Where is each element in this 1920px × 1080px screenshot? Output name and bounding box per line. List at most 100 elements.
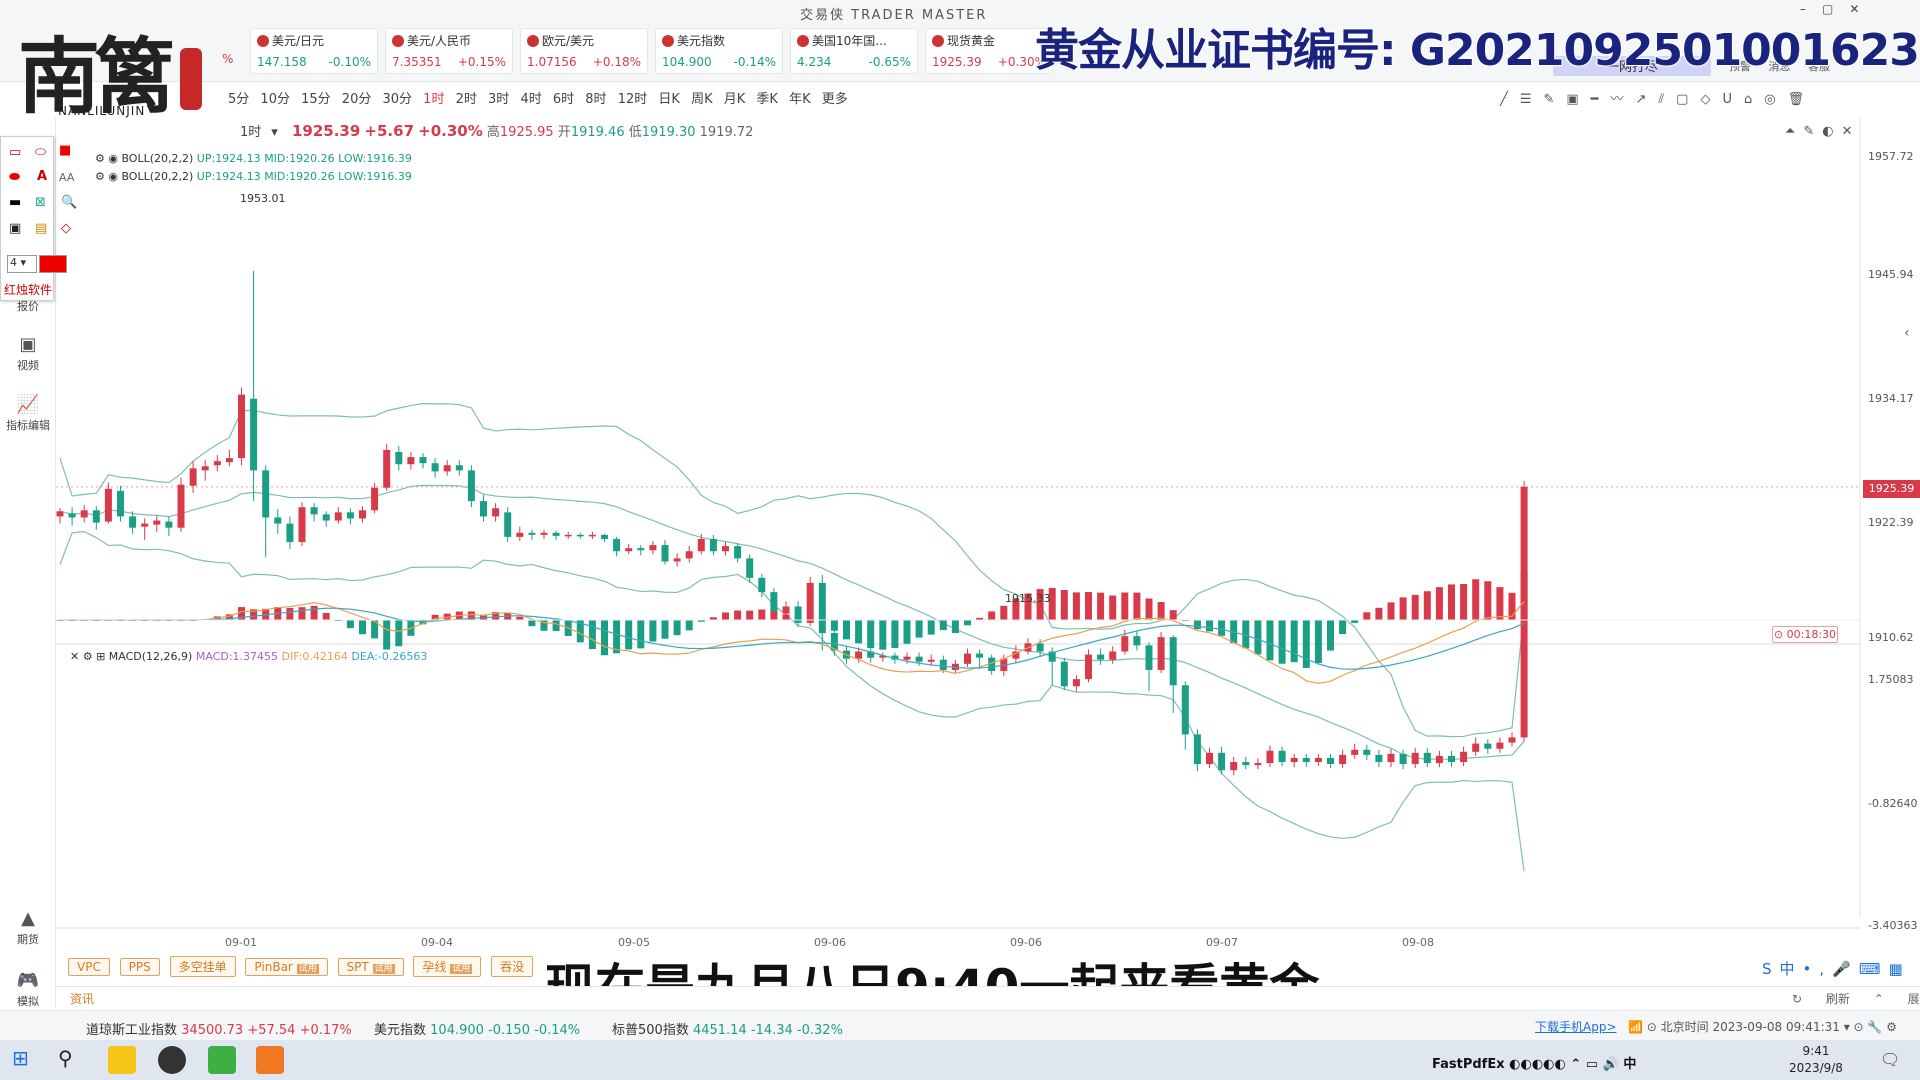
line-size-select[interactable]: 4 ▾ bbox=[7, 255, 37, 273]
logo-overlay: 南篱 NANLILUNJIN bbox=[10, 10, 220, 135]
quote-price: 1925.39 bbox=[932, 55, 982, 69]
alert-button[interactable]: 预警 bbox=[1729, 60, 1751, 73]
period-1[interactable]: 10分 bbox=[260, 92, 290, 107]
sidebar-item-sim[interactable]: 🎮 模拟 bbox=[0, 970, 56, 1009]
sidebar-item-indicator[interactable]: 📈 指标编辑 bbox=[0, 394, 56, 433]
news-tab[interactable]: 资讯 bbox=[70, 992, 95, 1006]
candle-body bbox=[758, 577, 766, 593]
period-3[interactable]: 20分 bbox=[341, 92, 372, 107]
quote-name: 美元/人民币 bbox=[392, 32, 506, 49]
color-select[interactable] bbox=[39, 255, 67, 273]
quote-card[interactable]: 美元/日元 147.158 -0.10% bbox=[250, 28, 378, 74]
ticker-item[interactable]: 标普500指数 4451.14 -14.34 -0.32% bbox=[612, 1019, 843, 1038]
tag-engulf[interactable]: 吞没 bbox=[491, 956, 534, 977]
window-controls[interactable]: –▢✕ bbox=[1800, 2, 1876, 16]
period-2[interactable]: 15分 bbox=[301, 92, 331, 107]
sidebar-item-quote[interactable]: 报价 bbox=[0, 298, 56, 314]
macd-bar bbox=[1060, 589, 1068, 620]
quote-card[interactable]: 欧元/美元 1.07156 +0.18% bbox=[520, 28, 648, 74]
price-chart[interactable] bbox=[0, 118, 1920, 938]
oneclick-button[interactable]: 一网打尽 bbox=[1553, 56, 1711, 76]
sidebar-item-futures[interactable]: ▲ 期货 bbox=[0, 908, 56, 947]
quote-card[interactable]: 美国10年国... 4.234 -0.65% bbox=[790, 28, 918, 74]
tag-vpc[interactable]: VPC bbox=[68, 958, 110, 976]
pane-controls[interactable]: ⏶✎◐✕ bbox=[1785, 124, 1861, 139]
ellipse-tool-icon[interactable]: ⬭ bbox=[35, 145, 47, 160]
fill-rect-tool-icon[interactable]: ■ bbox=[59, 143, 72, 158]
quote-price: 104.900 bbox=[662, 55, 712, 69]
open-folder-icon[interactable]: ▤ bbox=[35, 221, 48, 236]
quote-card[interactable]: 现货黄金 1925.39 +0.30% bbox=[925, 28, 1053, 74]
taskbar-clock[interactable]: 9:41 2023/9/8 bbox=[1776, 1043, 1856, 1077]
macd-bar bbox=[431, 614, 439, 620]
period-16[interactable]: 年K bbox=[789, 92, 811, 107]
period-9[interactable]: 6时 bbox=[552, 92, 575, 107]
macd-bar bbox=[1024, 593, 1032, 620]
quote-card[interactable]: 美元/人民币 7.35351 +0.15% bbox=[385, 28, 513, 74]
period-5[interactable]: 1时 bbox=[423, 92, 445, 107]
candle-body bbox=[117, 490, 124, 517]
period-11[interactable]: 12时 bbox=[617, 92, 648, 107]
candle-body bbox=[153, 520, 161, 525]
macd-bar bbox=[1399, 597, 1407, 620]
top-right-menu[interactable]: 预警 消息 客服 bbox=[1729, 58, 1830, 74]
sidebar-item-video[interactable]: ▣ 视频 bbox=[0, 334, 56, 373]
period-0[interactable]: 5分 bbox=[228, 92, 250, 107]
period-17[interactable]: 更多 bbox=[821, 92, 848, 107]
tag-pps[interactable]: PPS bbox=[119, 958, 160, 976]
macd-bar bbox=[238, 607, 245, 620]
period-6[interactable]: 2时 bbox=[455, 92, 477, 107]
fill-ellipse-tool-icon[interactable]: ⬬ bbox=[9, 170, 21, 185]
ticker-name: 道琼斯工业指数 bbox=[86, 1023, 178, 1038]
macd-bar bbox=[758, 609, 766, 620]
tag-order[interactable]: 多空挂单 bbox=[169, 956, 236, 977]
app-pen-icon[interactable] bbox=[108, 1046, 136, 1074]
period-10[interactable]: 8时 bbox=[585, 92, 607, 107]
quote-card[interactable]: 美元指数 104.900 -0.14% bbox=[655, 28, 783, 74]
save-icon[interactable]: ▣ bbox=[9, 221, 22, 236]
candle-body bbox=[467, 470, 475, 502]
period-7[interactable]: 3时 bbox=[488, 92, 510, 107]
ticker-item[interactable]: 美元指数 104.900 -0.150 -0.14% bbox=[374, 1019, 580, 1038]
search-icon[interactable]: ⚲ bbox=[58, 1046, 73, 1070]
screen-tool-icon[interactable]: ⊠ bbox=[35, 195, 46, 210]
trial-badge: 试用 bbox=[372, 964, 395, 974]
line-tool-icon[interactable]: ▬ bbox=[9, 195, 22, 210]
period-12[interactable]: 日K bbox=[658, 92, 680, 107]
ime-toolbar[interactable]: S中•,🎤⌨▦ bbox=[1762, 960, 1911, 978]
candle-body bbox=[56, 511, 64, 517]
period-15[interactable]: 季K bbox=[756, 92, 778, 107]
app-trader-icon[interactable] bbox=[256, 1046, 284, 1074]
period-13[interactable]: 周K bbox=[691, 92, 713, 107]
drawing-toolbar[interactable]: ╱☰✎▣━〰↗⫽▢◇U⌂◎🗑 bbox=[1500, 92, 1817, 107]
collapse-right-icon[interactable]: ‹ bbox=[1904, 325, 1910, 341]
service-button[interactable]: 客服 bbox=[1808, 60, 1830, 73]
message-button[interactable]: 消息 bbox=[1768, 60, 1791, 73]
period-8[interactable]: 4时 bbox=[520, 92, 542, 107]
period-dropdown-icon[interactable]: ▾ bbox=[271, 125, 278, 140]
period-dropdown[interactable]: 1时 bbox=[240, 125, 262, 140]
text-tool-icon[interactable]: A bbox=[37, 169, 48, 184]
period-4[interactable]: 30分 bbox=[382, 92, 413, 107]
refresh-button[interactable]: ↻ 刷新 bbox=[1792, 992, 1850, 1006]
eraser-icon[interactable]: ◇ bbox=[61, 221, 71, 236]
macd-bar bbox=[1121, 592, 1129, 620]
ticker-item[interactable]: 道琼斯工业指数 34500.73 +57.54 +0.17% bbox=[86, 1019, 352, 1038]
rect-tool-icon[interactable]: ▭ bbox=[9, 145, 22, 160]
notification-icon[interactable]: 🗨 bbox=[1880, 1050, 1901, 1069]
period-selector: 5分 10分 15分 20分 30分 1时 2时 3时 4时 6时 8时 12时… bbox=[228, 88, 848, 107]
period-14[interactable]: 月K bbox=[723, 92, 746, 107]
tag-pinbar[interactable]: PinBar 试用 bbox=[245, 958, 328, 976]
date-label: 09-04 bbox=[421, 936, 453, 949]
app-green-icon[interactable] bbox=[208, 1046, 236, 1074]
app-record-icon[interactable] bbox=[158, 1046, 186, 1074]
windows-start-icon[interactable]: ⊞ bbox=[12, 1046, 29, 1070]
font-size-icon[interactable]: AA bbox=[59, 171, 75, 184]
zoom-icon[interactable]: 🔍 bbox=[61, 195, 78, 210]
tag-spt[interactable]: SPT 试用 bbox=[337, 958, 404, 976]
macd-bar bbox=[1254, 620, 1262, 655]
tag-inside[interactable]: 孕线 试用 bbox=[413, 956, 482, 977]
download-app-link[interactable]: 下载手机App> bbox=[1535, 1020, 1617, 1034]
candle-body bbox=[891, 655, 899, 660]
macd-bar bbox=[588, 620, 596, 650]
